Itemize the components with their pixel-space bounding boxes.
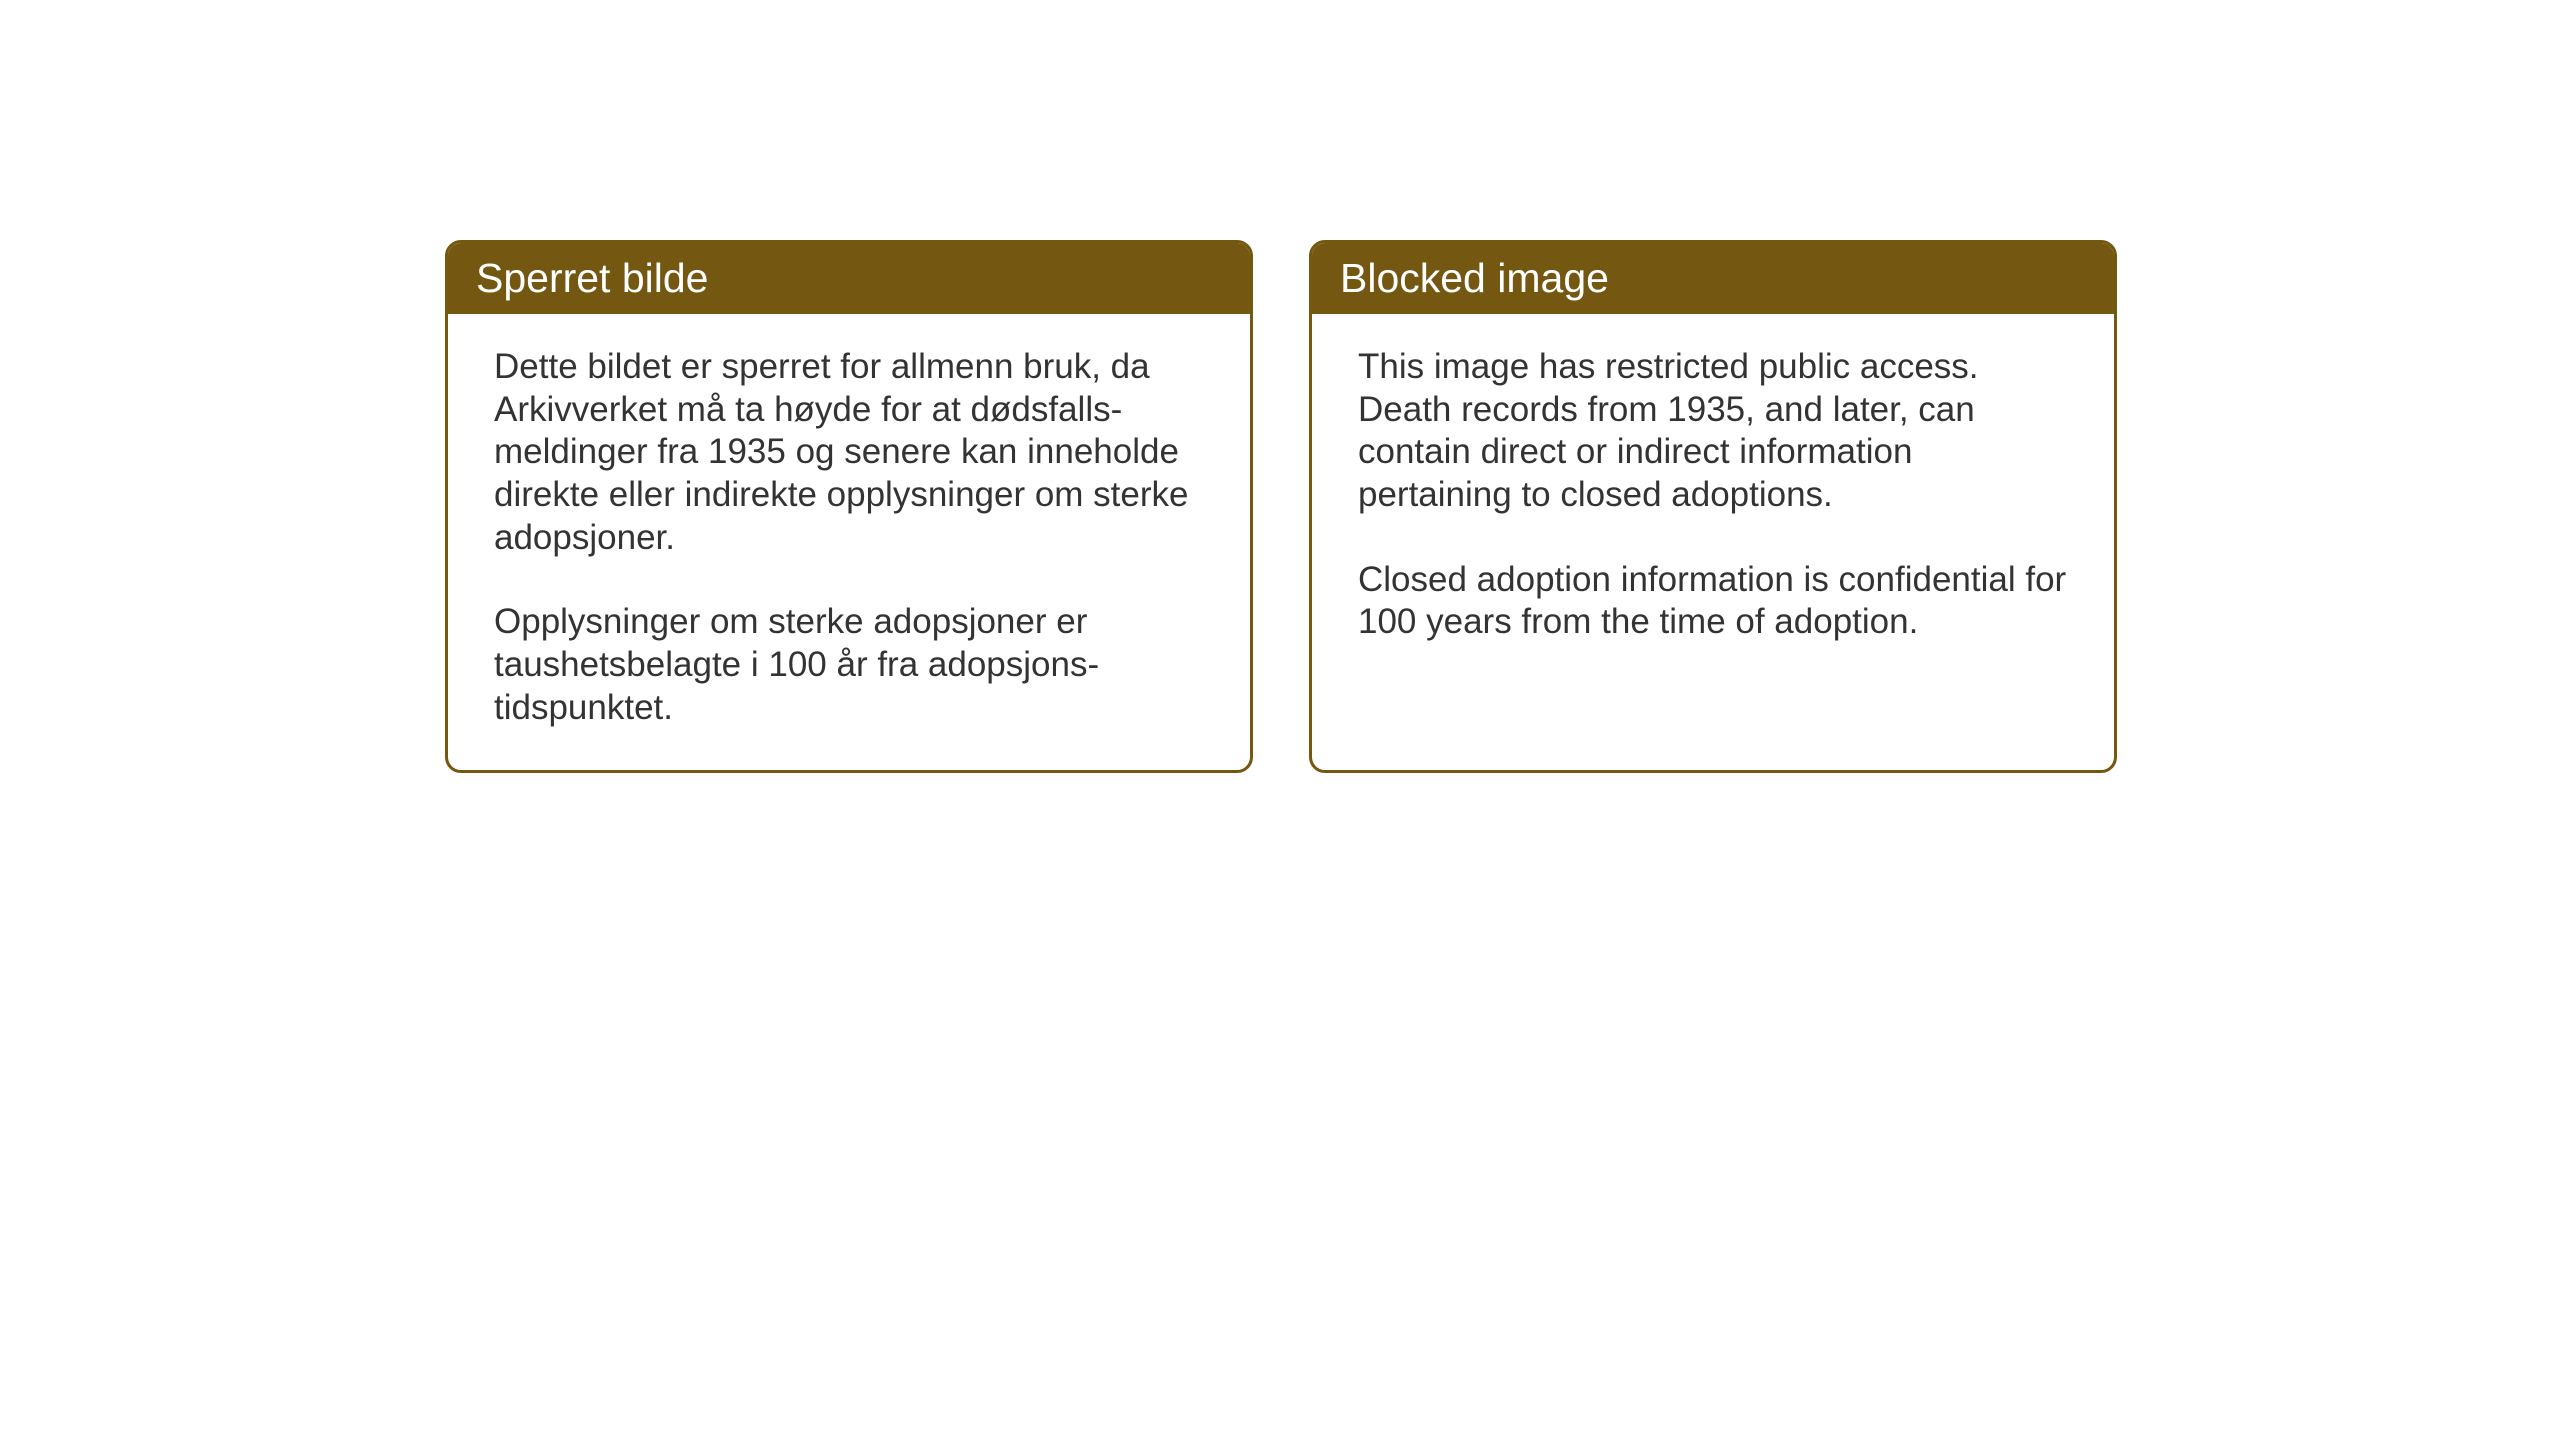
blocked-image-card-english: Blocked image This image has restricted … [1309,240,2117,773]
card-body-norwegian: Dette bildet er sperret for allmenn bruk… [448,314,1250,770]
blocked-image-card-norwegian: Sperret bilde Dette bildet er sperret fo… [445,240,1253,773]
card-header-english: Blocked image [1312,243,2114,314]
card-title-english: Blocked image [1340,255,1609,301]
card-header-norwegian: Sperret bilde [448,243,1250,314]
card-paragraph-2-english: Closed adoption information is confident… [1358,559,2068,644]
cards-container: Sperret bilde Dette bildet er sperret fo… [445,240,2117,773]
card-paragraph-1-english: This image has restricted public access.… [1358,346,2068,517]
card-title-norwegian: Sperret bilde [476,255,708,301]
card-body-english: This image has restricted public access.… [1312,314,2114,684]
card-paragraph-1-norwegian: Dette bildet er sperret for allmenn bruk… [494,346,1204,559]
card-paragraph-2-norwegian: Opplysninger om sterke adopsjoner er tau… [494,601,1204,729]
